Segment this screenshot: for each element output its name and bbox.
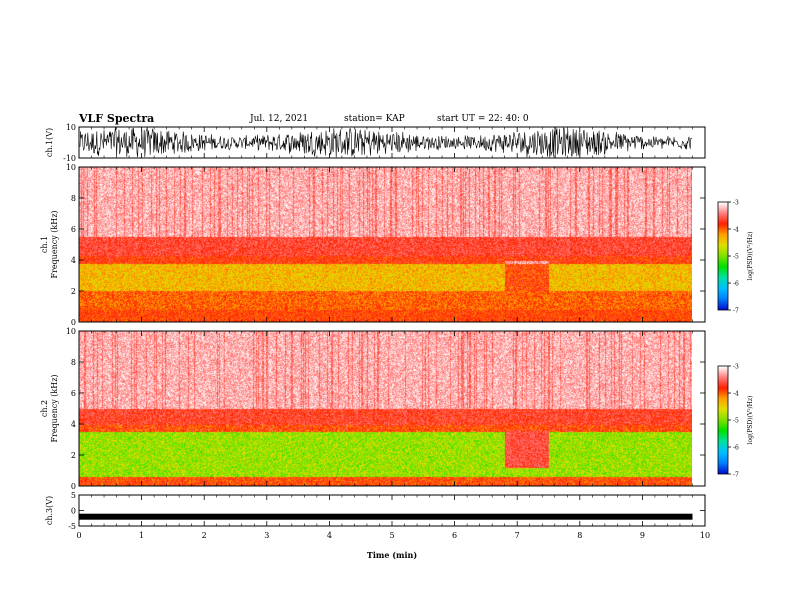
y-axis-label-spectrogram-panel-ch2: Frequency (kHz) <box>50 374 59 442</box>
y-tick-label: 2 <box>71 287 76 296</box>
x-tick-label: 10 <box>700 531 710 540</box>
y-tick-label: 8 <box>71 194 76 203</box>
x-tick-label: 2 <box>202 531 207 540</box>
x-tick-label: 1 <box>139 531 144 540</box>
y-tick-label: 0 <box>71 482 76 491</box>
y-tick-label: 0 <box>71 318 76 327</box>
y-axis-label-spectrogram-panel-ch1: ch.1 <box>40 236 49 253</box>
date-label: Jul. 12, 2021 <box>250 114 309 124</box>
colorbar-tick-label: -6 <box>733 445 739 452</box>
x-tick-label: 0 <box>76 531 81 540</box>
y-tick-label: 6 <box>71 389 76 398</box>
colorbar-tick-label: -4 <box>733 227 739 234</box>
colorbar-tick-label: -4 <box>733 391 739 398</box>
waveform-line-ch3 <box>79 513 693 520</box>
x-tick-label: 8 <box>577 531 582 540</box>
y-tick-label: -10 <box>63 154 76 163</box>
chart-title: VLF Spectra <box>79 112 155 125</box>
colorbar-tick-label: -5 <box>733 418 739 425</box>
waveform-line-ch1 <box>79 127 693 158</box>
y-tick-label: 5 <box>71 491 76 500</box>
y-axis-label-waveform-panel-ch3: ch.3(V) <box>45 496 54 525</box>
start-time-label: start UT = 22: 40: 0 <box>437 114 529 124</box>
spectrogram-image-ch2 <box>79 331 692 486</box>
colorbar-label: log(PSD)(V²/Hz) <box>747 232 754 281</box>
y-tick-label: -5 <box>68 522 76 531</box>
y-axis-label-waveform-panel-ch1: ch.1(V) <box>45 128 54 157</box>
x-tick-label: 7 <box>515 531 520 540</box>
y-tick-label: 0 <box>71 507 76 516</box>
spectrogram-image-ch1 <box>79 167 692 322</box>
y-tick-label: 4 <box>71 256 76 265</box>
colorbar-tick-label: -7 <box>733 472 739 479</box>
y-axis-label-spectrogram-panel-ch2: ch.2 <box>40 400 49 417</box>
y-tick-label: 6 <box>71 225 76 234</box>
y-tick-label: 10 <box>66 163 76 172</box>
y-axis-label-spectrogram-panel-ch1: Frequency (kHz) <box>50 210 59 278</box>
station-label: station= KAP <box>344 114 405 124</box>
colorbar-label: log(PSD)(V²/Hz) <box>747 396 754 445</box>
y-tick-label: 10 <box>66 123 76 132</box>
y-tick-label: 10 <box>66 327 76 336</box>
colorbar-tick-label: -3 <box>733 200 739 207</box>
y-tick-label: 4 <box>71 420 76 429</box>
y-tick-label: 8 <box>71 358 76 367</box>
colorbar-ch2 <box>718 366 728 474</box>
x-tick-label: 6 <box>452 531 457 540</box>
x-tick-label: 3 <box>264 531 269 540</box>
x-tick-label: 4 <box>327 531 332 540</box>
x-axis-label: Time (min) <box>367 550 417 560</box>
x-tick-label: 5 <box>389 531 394 540</box>
colorbar-ch1 <box>718 202 728 310</box>
colorbar-tick-label: -6 <box>733 281 739 288</box>
colorbar-tick-label: -3 <box>733 364 739 371</box>
colorbar-tick-label: -5 <box>733 254 739 261</box>
y-tick-label: 2 <box>71 451 76 460</box>
x-tick-label: 9 <box>640 531 645 540</box>
colorbar-tick-label: -7 <box>733 308 739 315</box>
